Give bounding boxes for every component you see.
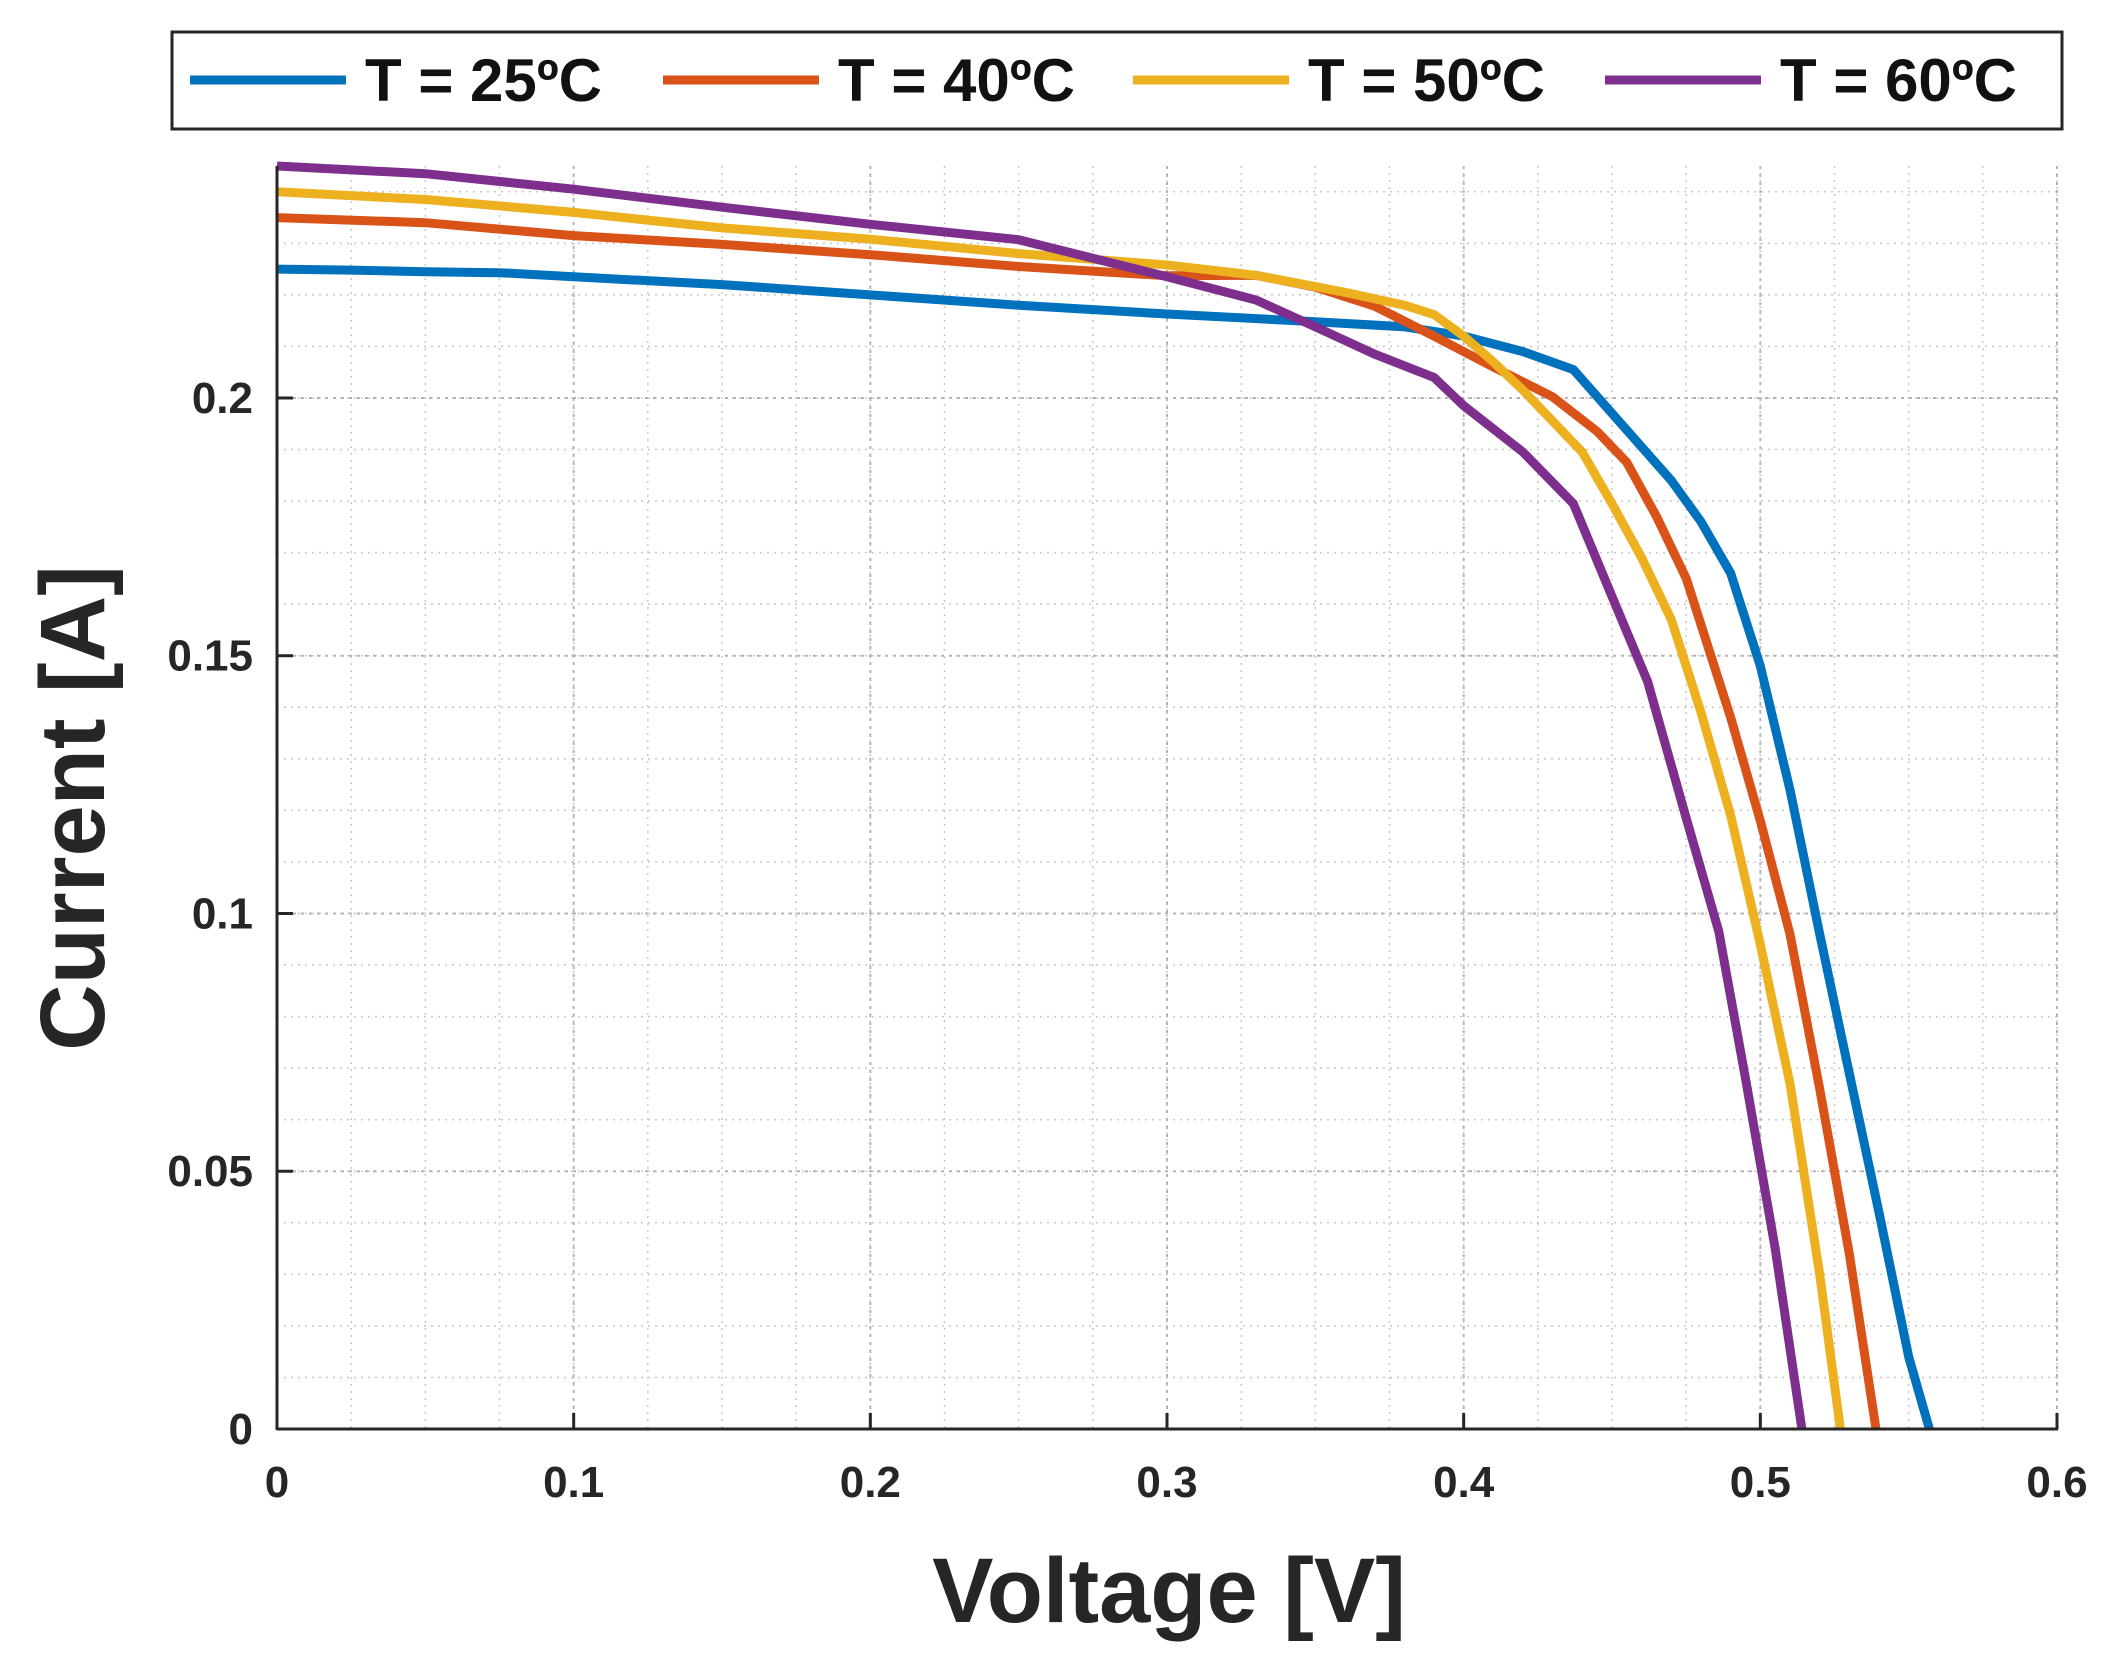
legend-label-1: T = 25ºC: [365, 47, 602, 114]
y-tick-label: 0: [229, 1405, 253, 1454]
axes: [275, 166, 2059, 1431]
x-tick-label: 0.2: [840, 1458, 901, 1507]
x-tick-labels: 0 0.1 0.2 0.3 0.4 0.5 0.6: [265, 1458, 2088, 1507]
y-tick-labels: 0 0.05 0.1 0.15 0.2: [167, 374, 253, 1454]
series-line-3: [276, 187, 1845, 1430]
y-tick-label: 0.1: [192, 889, 253, 938]
x-tick-label: 0.4: [1433, 1458, 1495, 1507]
y-tick-label: 0.15: [167, 632, 253, 681]
series-line-4: [276, 161, 1807, 1430]
x-tick-label: 0.6: [2026, 1458, 2087, 1507]
series-line-1: [276, 264, 1934, 1431]
legend: T = 25ºC T = 40ºC T = 50ºC T = 60ºC: [170, 30, 2064, 131]
y-axis-title: Current [A]: [22, 565, 124, 1051]
x-tick-label: 0.5: [1730, 1458, 1791, 1507]
series-lines: [276, 161, 1934, 1431]
x-tick-label: 0.3: [1136, 1458, 1197, 1507]
y-tick-label: 0.2: [192, 374, 253, 423]
legend-label-2: T = 40ºC: [838, 47, 1075, 114]
legend-label-3: T = 50ºC: [1308, 47, 1545, 114]
legend-label-4: T = 60ºC: [1780, 47, 2017, 114]
x-axis-title: Voltage [V]: [932, 1540, 1406, 1642]
y-tick-label: 0.05: [167, 1147, 253, 1196]
x-tick-label: 0.1: [543, 1458, 604, 1507]
x-tick-label: 0: [265, 1458, 289, 1507]
